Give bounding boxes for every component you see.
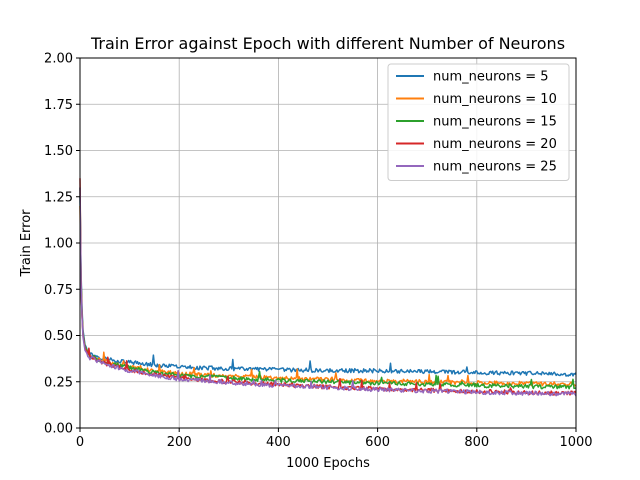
legend-box <box>387 63 570 181</box>
y-axis: 0.00 0.25 0.50 0.75 1.00 1.25 1.50 1.75 2.00 <box>44 52 80 437</box>
series-line-3 <box>79 187 577 390</box>
y-tick-label: 0.50 <box>44 329 73 344</box>
legend-label-1: num_neurons = 5 <box>433 70 549 85</box>
y-tick-label: 0.25 <box>44 375 73 390</box>
x-tick-label: 600 <box>365 435 390 450</box>
series-line-1 <box>79 196 577 377</box>
y-tick-label: 0.75 <box>44 283 73 298</box>
chart-title: Train Error against Epoch with different… <box>90 34 565 53</box>
legend-label-4: num_neurons = 20 <box>433 137 557 152</box>
y-tick-label: 1.50 <box>44 144 73 159</box>
x-tick-label: 0 <box>76 435 84 450</box>
y-tick-label: 2.00 <box>44 52 73 67</box>
x-tick-label: 800 <box>464 435 489 450</box>
series-layer <box>79 178 577 397</box>
y-tick-label: 0.00 <box>44 422 73 437</box>
x-axis: 0 200 400 600 800 1000 <box>76 428 593 450</box>
y-tick-label: 1.25 <box>44 190 73 205</box>
legend: num_neurons = 5 num_neurons = 10 num_neuro… <box>387 63 570 181</box>
x-tick-label: 400 <box>266 435 291 450</box>
x-axis-label: 1000 Epochs <box>286 456 370 471</box>
legend-label-5: num_neurons = 25 <box>433 160 557 175</box>
legend-label-3: num_neurons = 15 <box>433 115 557 130</box>
y-axis-label: Train Error <box>19 209 34 278</box>
x-tick-label: 200 <box>167 435 192 450</box>
y-tick-label: 1.00 <box>44 237 73 252</box>
x-tick-label: 1000 <box>559 435 592 450</box>
legend-label-2: num_neurons = 10 <box>433 92 557 107</box>
series-line-5 <box>79 187 577 397</box>
y-tick-label: 1.75 <box>44 98 73 113</box>
